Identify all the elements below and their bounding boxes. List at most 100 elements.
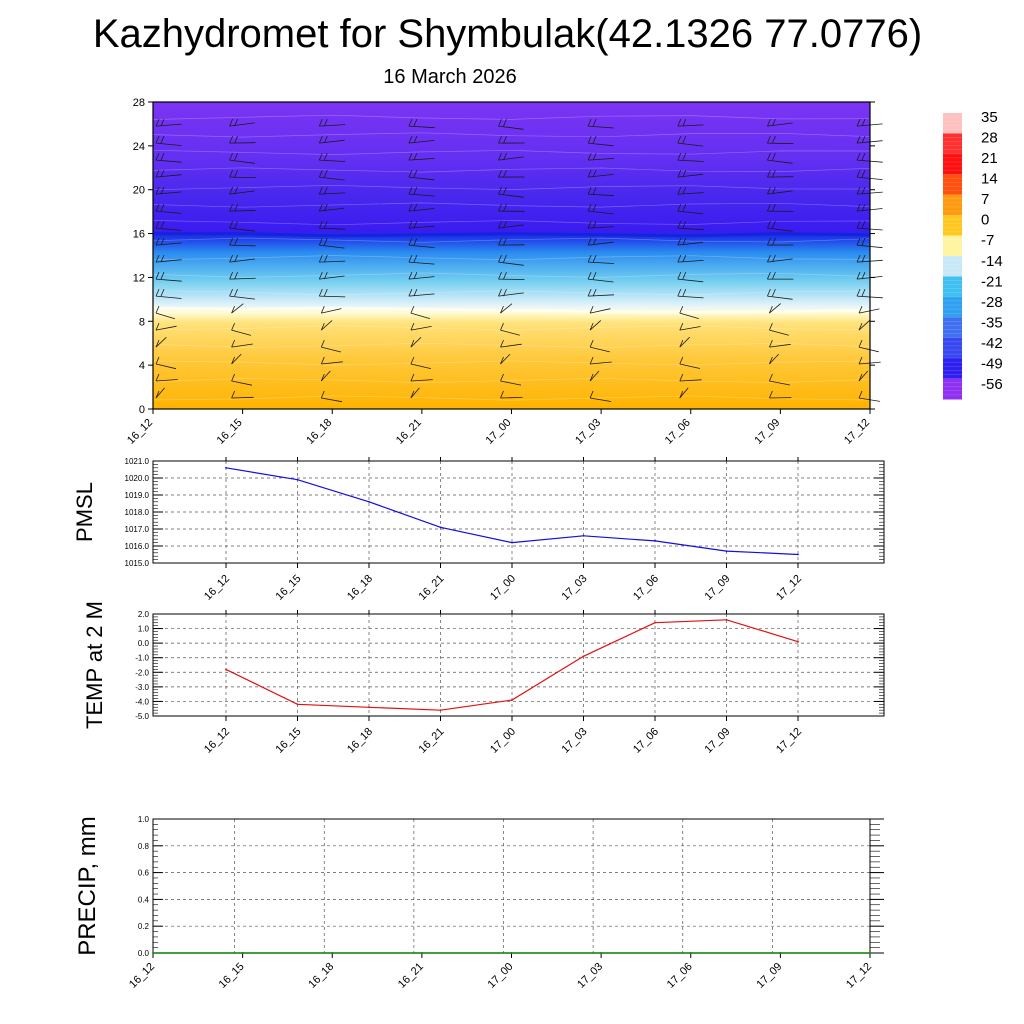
x-tick-label: 16_12: [202, 573, 232, 603]
wind-barb: [767, 122, 793, 127]
wind-barb: [588, 125, 614, 129]
wind-barb-flag: [318, 186, 323, 195]
x-tick-label: 17_09: [703, 573, 733, 603]
wind-barb-flag: [500, 356, 504, 365]
y-tick-label: 1.0: [138, 815, 150, 824]
wind-barb-flag: [856, 169, 861, 178]
colorbar-label: 7: [981, 191, 989, 208]
wind-barb: [321, 370, 331, 382]
wind-barb-flag: [229, 152, 233, 161]
chart-date: 16 March 2026: [383, 66, 517, 88]
wind-barb-flag: [318, 288, 323, 297]
wind-barb-flag: [587, 288, 592, 297]
wind-barb: [679, 336, 690, 348]
wind-barb: [677, 278, 704, 283]
wind-barb: [155, 312, 176, 320]
wind-barb-flag: [320, 356, 325, 365]
wind-barb: [155, 278, 182, 282]
wind-barb-flag: [155, 203, 160, 212]
wind-barb-flag: [682, 254, 687, 263]
wind-barb-flag: [500, 322, 504, 331]
colorbar-segment: [943, 215, 962, 236]
wind-barb-flag: [587, 254, 592, 263]
wind-barb: [677, 142, 704, 147]
wind-barb-flag: [592, 135, 597, 144]
wind-barb: [408, 225, 435, 229]
wind-barb-flag: [323, 254, 328, 263]
y-tick-label: 1015.0: [125, 559, 150, 568]
wind-barb: [408, 193, 435, 197]
wind-barb-flag: [234, 135, 238, 144]
x-tick-label: 17_12: [842, 417, 872, 447]
wind-barb: [588, 142, 614, 147]
wind-barb-flag: [679, 373, 684, 382]
wind-barb-flag: [503, 152, 507, 161]
wind-barb: [155, 191, 182, 195]
vertical-profile-plot: 0 4 8 12 16 20 24 28 16_12 16_15 16_18 16_21 17_00 17…: [125, 97, 883, 447]
wind-barb-flag: [767, 254, 771, 263]
precip-data-point: [689, 952, 692, 954]
wind-barb: [590, 397, 612, 402]
y-tick-label: 24: [133, 141, 145, 153]
wind-barb: [677, 295, 704, 299]
x-tick-label: 17_03: [560, 726, 590, 756]
y-tick-label: 1.0: [138, 625, 150, 634]
wind-barb-flag: [498, 254, 502, 263]
wind-barb: [677, 173, 704, 178]
wind-barb-flag: [318, 135, 323, 144]
x-tick-label: 16_12: [125, 417, 155, 447]
wind-barb: [588, 174, 614, 178]
wind-barb-flag: [320, 305, 325, 314]
wind-barb: [679, 312, 699, 319]
wind-barb-flag: [413, 118, 418, 127]
colorbar-label: -35: [981, 314, 1003, 331]
wind-barb: [858, 346, 879, 353]
wind-barb-flag: [856, 288, 861, 297]
colorbar-segment: [943, 317, 962, 339]
wind-barb-flag: [772, 271, 776, 280]
x-tick-label: 17_09: [752, 417, 782, 447]
wind-barb-flag: [234, 220, 238, 229]
wind-barb: [408, 261, 435, 265]
wind-barb-flag: [231, 339, 235, 348]
wind-barb-flag: [767, 186, 771, 195]
wind-barb-flag: [679, 356, 684, 365]
wind-barb-flag: [229, 118, 233, 127]
y-tick-label: 16: [133, 229, 145, 241]
wind-barb: [500, 380, 522, 386]
wind-barb: [155, 174, 182, 178]
temperature-contour: [152, 377, 871, 384]
wind-barb-flag: [589, 322, 594, 331]
precip-data-point: [869, 952, 871, 954]
wind-barb-flag: [160, 237, 165, 246]
wind-barb-flag: [229, 271, 233, 280]
y-tick-label: -4.0: [135, 697, 149, 706]
wind-barb-flag: [410, 390, 415, 399]
tropopause-line: [153, 232, 871, 238]
temp-2m-data-point: [511, 699, 513, 701]
precip-data-point: [600, 952, 602, 954]
wind-barb: [229, 277, 256, 280]
wind-barb-flag: [498, 118, 502, 127]
wind-barb-flag: [155, 254, 160, 263]
wind-barb: [767, 142, 794, 145]
wind-barb-flag: [408, 237, 413, 246]
wind-barb: [677, 260, 704, 263]
wind-barb: [319, 176, 345, 181]
temperature-contour: [152, 272, 871, 278]
wind-barb: [498, 193, 524, 198]
wind-barb-flag: [231, 305, 235, 314]
wind-barb-flag: [229, 203, 233, 212]
wind-barb: [319, 124, 346, 127]
wind-barb-flag: [229, 237, 233, 246]
wind-barb-flag: [413, 169, 418, 178]
wind-barb-flag: [234, 203, 238, 212]
y-tick-label: 1018.0: [125, 508, 150, 517]
wind-barb-flag: [160, 271, 165, 280]
wind-barb: [319, 207, 345, 212]
plot-background: [153, 614, 884, 716]
wind-barb-flag: [503, 254, 507, 263]
wind-barb-flag: [767, 152, 771, 161]
wind-barb: [500, 343, 522, 348]
